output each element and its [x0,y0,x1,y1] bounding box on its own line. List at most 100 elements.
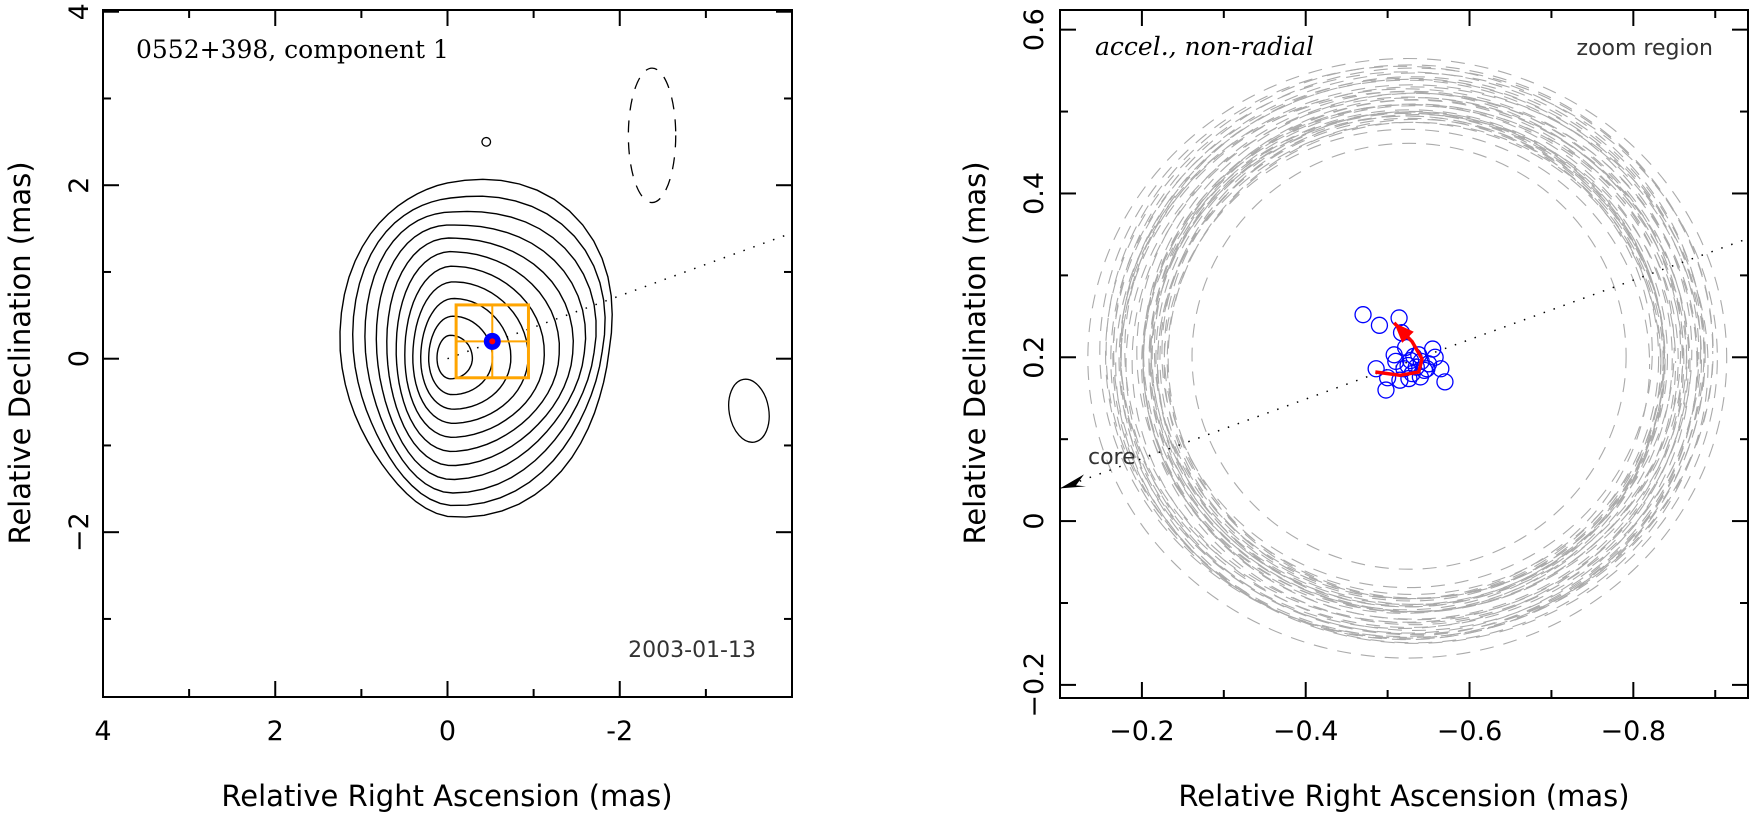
uncertainty-ring [1120,79,1693,623]
uncertainty-ring [1142,112,1666,614]
y-tick-label: 0 [1019,512,1050,529]
epoch-date-label: 2003-01-13 [628,638,756,663]
uncertainty-ring [1157,113,1677,612]
position-marker [1378,369,1397,387]
y-tick-label: −2 [64,512,95,552]
uncertainty-ring [1120,86,1709,644]
position-marker [1436,373,1454,391]
position-marker [1391,371,1409,389]
position-marker [1400,369,1418,388]
position-marker [1367,360,1385,378]
uncertainty-ring [1115,88,1698,641]
x-tick-label: 4 [94,716,111,747]
jet-axis-line [1060,237,1748,490]
position-marker [1370,316,1389,334]
y-tick-label: 0.4 [1019,172,1050,215]
contour-line [364,210,597,494]
uncertainty-ring [1113,67,1714,635]
contour-line [412,281,529,424]
contour-line [375,224,587,481]
contour-line [339,178,613,518]
x-tick-label: −0.8 [1601,716,1667,747]
position-marker [1354,306,1372,324]
position-marker [1385,346,1403,364]
uncertainty-ring [1150,112,1666,608]
uncertainty-ring [1150,97,1682,605]
uncertainty-ring [1159,117,1660,600]
y-tick-label: 2 [64,177,95,194]
contour-line [404,265,546,439]
core-label: core [1088,445,1136,470]
trajectory-path [1375,321,1424,378]
uncertainty-ring [1149,111,1665,607]
x-tick-label: 0 [439,716,456,747]
left-x-axis-title: Relative Right Ascension (mas) [221,779,672,813]
left-axis-ticks: 4 2 0 -2 4 2 0 −2 [64,3,792,747]
position-marker [1432,360,1450,378]
component-trajectory-marker [489,338,496,345]
uncertainty-ring [1142,98,1690,621]
position-marker [1426,348,1444,366]
jet-axis-dotted-line [447,232,793,360]
contour-group [339,178,613,518]
contour-line [436,334,474,380]
left-y-axis-title: Relative Declination (mas) [3,161,37,544]
uncertainty-ring [1112,72,1718,644]
uncertainty-ring [1105,71,1706,639]
uncertainty-ring [1191,142,1627,570]
right-x-axis-title: Relative Right Ascension (mas) [1178,779,1629,813]
left-extras [447,67,793,443]
right-y-axis-title: Relative Declination (mas) [958,161,992,544]
uncertainty-ring [1166,121,1662,600]
core-direction-arrowhead [1060,474,1086,489]
uncertainty-ring [1161,110,1664,595]
isolated-contour [728,378,770,443]
uncertainty-ring [1163,128,1651,600]
x-tick-label: −0.2 [1109,716,1175,747]
jet-axis-dotted-line [1060,237,1748,490]
position-marker [1387,352,1405,371]
position-marker [1401,351,1420,370]
y-tick-label: 4 [64,3,95,20]
uncertainty-ring [1163,115,1653,589]
x-tick-label: −0.4 [1273,716,1339,747]
uncertainty-ring [1120,78,1700,628]
trajectory-arrow [1375,321,1424,378]
y-tick-label: −0.2 [1019,652,1050,718]
x-tick-label: -2 [606,716,633,747]
negative-contour-dashed [627,67,677,204]
x-tick-label: 2 [267,716,284,747]
isolated-contour [481,136,492,147]
y-tick-label: 0 [64,350,95,367]
position-marker [1377,381,1395,399]
right-panel-zoom-region: −0.2 −0.4 −0.6 −0.8 0.6 0.4 0.2 0 −0.2 accel., n… [958,8,1749,813]
left-panel-contour-map: 4 2 0 -2 4 2 0 −2 0552+398, component 1 2003-01… [3,3,793,813]
left-plot-frame [102,9,793,698]
y-tick-label: 0.2 [1019,336,1050,379]
uncertainty-rings [1087,57,1728,659]
uncertainty-ring [1124,76,1702,624]
trajectory-arrowhead [1394,322,1414,343]
x-tick-label: −0.6 [1437,716,1503,747]
contour-line [419,297,512,410]
right-panel-title: accel., non-radial [1095,32,1314,61]
uncertainty-ring [1148,105,1679,613]
uncertainty-ring [1099,65,1705,638]
uncertainty-ring [1142,103,1683,620]
uncertainty-ring [1131,92,1699,632]
contour-line [395,250,561,453]
right-plot-frame [1059,9,1749,699]
position-markers [1354,306,1454,399]
zoom-region-label: zoom region [1577,36,1713,61]
uncertainty-ring [1125,96,1691,634]
uncertainty-ring [1167,118,1666,599]
contour-line [351,195,606,507]
uncertainty-ring [1155,111,1666,602]
contour-line [386,237,575,467]
contour-line [428,315,494,396]
uncertainty-ring [1110,77,1705,640]
right-axis-ticks: −0.2 −0.4 −0.6 −0.8 0.6 0.4 0.2 0 −0.2 [1019,8,1748,747]
uncertainty-ring [1087,57,1728,659]
uncertainty-ring [1136,90,1684,613]
